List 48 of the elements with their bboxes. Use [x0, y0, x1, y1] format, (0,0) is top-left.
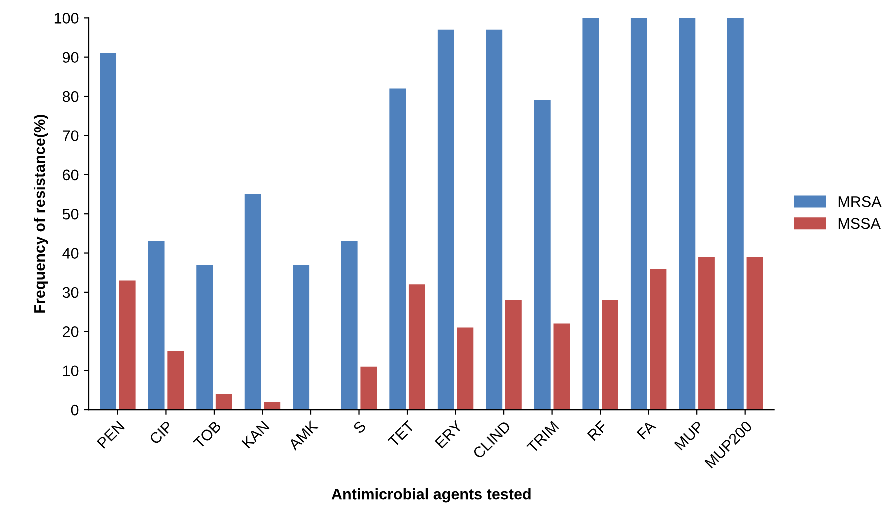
bar [100, 53, 117, 410]
bar [727, 18, 744, 410]
bar [582, 18, 600, 410]
bar [457, 328, 474, 410]
bar [148, 242, 165, 410]
legend-label: MRSA [838, 196, 882, 208]
y-tick-label: 70 [63, 130, 79, 142]
bar [534, 100, 551, 410]
bar [264, 402, 281, 410]
y-tick-label: 100 [54, 13, 79, 24]
bar [244, 194, 262, 410]
bar [438, 30, 454, 410]
y-axis-title: Frequency of resistance(%) [34, 115, 48, 313]
bar [554, 324, 570, 410]
bar [698, 257, 715, 410]
x-tick-label: RF [587, 420, 608, 442]
y-tick-label: 40 [62, 248, 79, 259]
y-tick-label: 60 [63, 170, 79, 181]
bar [341, 242, 358, 410]
bar [505, 300, 522, 410]
bar [650, 268, 667, 410]
x-tick-label: TOB [192, 420, 222, 450]
legend-label: MSSA [838, 218, 881, 230]
bar [119, 280, 136, 410]
x-tick-label: FA [636, 420, 657, 440]
x-tick-label: CIP [149, 420, 174, 446]
y-tick-label: 0 [71, 404, 79, 416]
bar [630, 18, 648, 410]
x-tick-label: S [352, 420, 367, 434]
x-axis-title: Antimicrobial agents tested [332, 488, 531, 503]
x-tick-label: TET [388, 420, 416, 448]
bar [408, 284, 426, 410]
y-tick-label: 10 [63, 366, 79, 377]
bar [746, 257, 764, 410]
bar [293, 265, 310, 410]
bar [486, 30, 503, 410]
y-tick-label: 20 [63, 326, 79, 338]
y-tick-label: 80 [62, 91, 79, 102]
bar [216, 394, 232, 410]
bar [196, 265, 214, 410]
y-tick-label: 50 [62, 208, 79, 220]
y-tick-label: 90 [63, 52, 79, 64]
y-tick-label: 30 [62, 287, 79, 298]
bar [168, 351, 184, 410]
bar [390, 88, 406, 410]
bar [360, 366, 378, 410]
bar [602, 300, 618, 410]
bar [679, 18, 696, 410]
